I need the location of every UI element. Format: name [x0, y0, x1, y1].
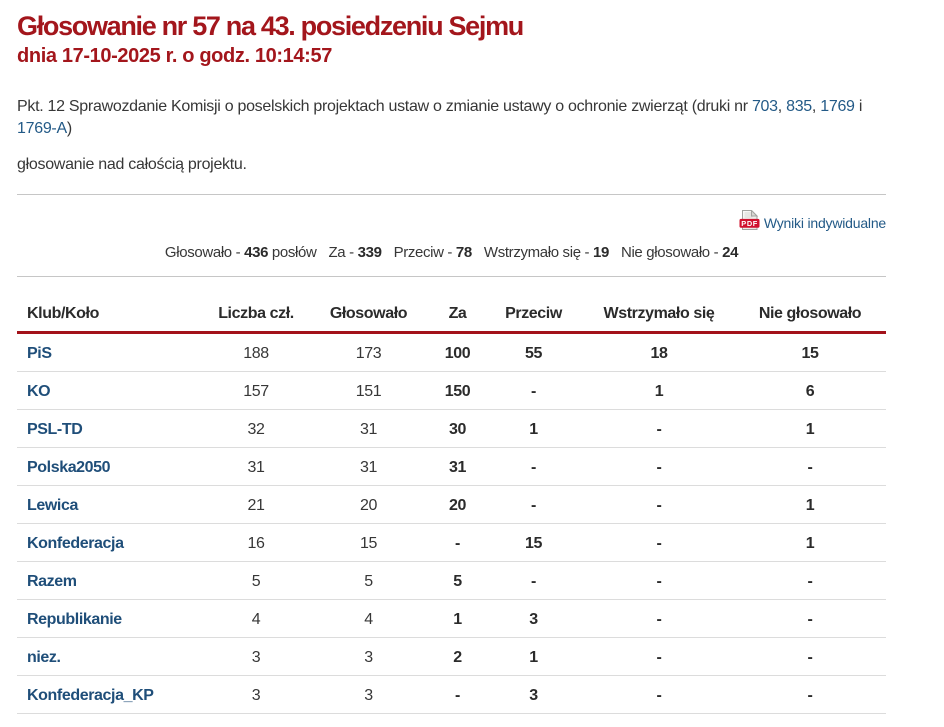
svg-text:PDF: PDF — [741, 219, 758, 228]
